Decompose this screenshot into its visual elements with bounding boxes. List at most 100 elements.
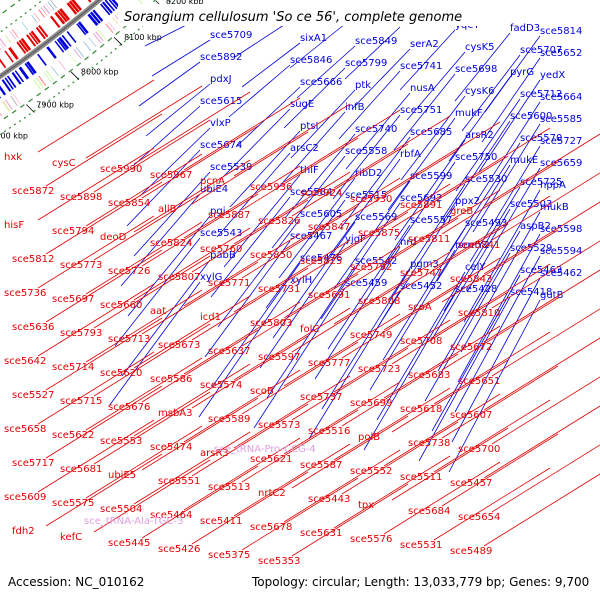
forward-gene-box	[77, 21, 89, 34]
gene-leader-line	[475, 101, 541, 203]
reverse-gene-label: sce5708	[400, 336, 442, 347]
gene-leader-line	[183, 165, 301, 239]
gene-leader-line	[483, 473, 600, 547]
reverse-gene-label: sce5531	[400, 540, 442, 551]
gene-leader-line	[37, 351, 155, 425]
gene-leader-line	[93, 187, 211, 261]
forward-gene-label: sce5584	[290, 187, 332, 198]
reverse-gene-label: sce5575	[52, 498, 94, 509]
forward-gene-label: ptk	[355, 80, 371, 91]
gene-leader-line	[37, 283, 155, 357]
footer-background	[0, 570, 600, 600]
gene-leader-line	[333, 387, 451, 461]
forward-gene-label: sce5459	[345, 278, 387, 289]
gene-leader-line	[483, 133, 600, 207]
forward-gene-label: sce5594	[540, 246, 582, 257]
gene-leader-line	[133, 295, 251, 369]
forward-gene-label: arsR2	[465, 130, 494, 141]
reverse-gene-label: sce5691	[308, 290, 350, 301]
gene-leader-line	[183, 233, 301, 307]
gene-leader-line	[341, 421, 459, 495]
reverse-gene-label: sce5747	[400, 268, 442, 279]
reverse-gene-label: sce5621	[250, 454, 292, 465]
forward-gene-box	[87, 13, 99, 26]
reverse-gene-box	[20, 37, 32, 51]
gene-leader-line	[333, 319, 451, 393]
gene-leader-line	[45, 113, 163, 187]
forward-gene-box	[108, 0, 118, 10]
gene-leader-line	[290, 89, 356, 159]
gene-leader-line	[338, 70, 401, 140]
reverse-gene-label: sce5843	[450, 274, 492, 285]
forward-gene-label: sce5529	[510, 243, 552, 254]
reverse-gene-label: sce5826	[258, 216, 300, 227]
forward-gene-label: sce5615	[200, 96, 242, 107]
gene-leader-line	[284, 133, 356, 219]
gene-leader-line	[211, 262, 301, 388]
feature-tick	[107, 21, 116, 31]
forward-gene-box	[61, 34, 72, 47]
genome-stats: Topology: circular; Length: 13,033,779 b…	[251, 575, 589, 589]
forward-gene-label: pyrG	[510, 67, 534, 78]
reverse-gene-label: sce5713	[108, 334, 150, 345]
reverse-gene-label: sce5353	[258, 556, 300, 567]
gene-leader-line	[141, 329, 259, 403]
forward-gene-box	[6, 75, 17, 88]
reverse-gene-label: sce5731	[258, 284, 300, 295]
forward-gene-label: sce5570	[520, 133, 562, 144]
forward-gene-label: sce5692	[400, 193, 442, 204]
forward-gene-label: sce5543	[200, 228, 242, 239]
reverse-gene-label: sce5717	[12, 458, 54, 469]
reverse-gene-label: sce5573	[258, 420, 300, 431]
gene-leader-line	[133, 363, 251, 437]
reverse-gene-label: sce5457	[450, 478, 492, 489]
tick-label: 8200 kbp	[166, 0, 204, 6]
reverse-gene-label: pcnA	[200, 176, 225, 187]
gene-leader-line	[141, 397, 259, 471]
gene-leader-line	[351, 48, 411, 110]
backbone-core	[0, 0, 100, 77]
reverse-gene-label: sce5651	[458, 376, 500, 387]
gene-leader-line	[183, 97, 301, 171]
gene-leader-line	[191, 199, 309, 273]
feature-tick	[95, 31, 104, 42]
gene-leader-line	[433, 127, 551, 201]
gene-leader-line	[93, 255, 211, 329]
reverse-gene-box	[38, 25, 49, 38]
forward-gene-label: hppA	[540, 180, 566, 191]
forward-gene-label: yedX	[540, 70, 565, 81]
reverse-gene-label: sce5714	[52, 362, 94, 373]
forward-gene-box	[4, 77, 14, 90]
gene-leader-line	[233, 307, 351, 381]
gene-leader-line	[217, 218, 301, 328]
forward-gene-label: nusA	[410, 83, 435, 94]
feature-tick	[0, 112, 3, 117]
tick-label: 7800 kbp	[0, 131, 28, 140]
reverse-gene-label: sce5773	[60, 260, 102, 271]
reverse-gene-label: sce5660	[100, 300, 142, 311]
reverse-gene-label: sce5872	[12, 186, 54, 197]
gene-leader-line	[345, 92, 411, 170]
gene-leader-line	[418, 296, 511, 462]
gene-leader-line	[391, 359, 509, 433]
gene-leader-line	[383, 325, 501, 399]
gene-leader-line	[183, 301, 301, 375]
forward-gene-box	[26, 61, 37, 74]
reverse-gene-label: sce5527	[12, 390, 54, 401]
gene-leader-line	[233, 443, 351, 517]
feature-tick	[47, 1, 55, 11]
reverse-gene-box	[50, 15, 61, 28]
forward-gene-label: sce5467	[290, 231, 332, 242]
gene-leader-line	[283, 109, 401, 183]
forward-gene-box	[46, 46, 57, 59]
forward-gene-label: xylH	[290, 275, 312, 286]
gene-leader-line	[333, 183, 451, 257]
reverse-gene-label: sce5426	[158, 544, 200, 555]
gene-leader-line	[234, 20, 291, 58]
reverse-gene-label: sce5699	[350, 398, 392, 409]
reverse-gene-label: sce5807	[158, 272, 200, 283]
gene-leader-line	[339, 136, 411, 230]
forward-gene-label: pabB	[210, 250, 236, 261]
gene-leader-line	[332, 114, 401, 200]
reverse-gene-label: sce5771	[208, 278, 250, 289]
